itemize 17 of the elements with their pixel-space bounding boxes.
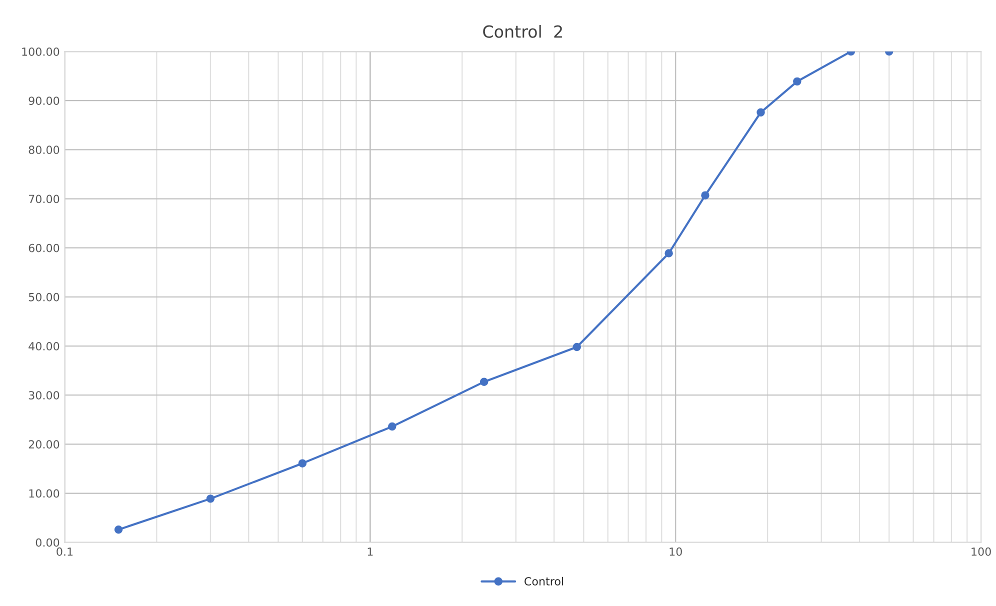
y-tick-label: 60.00	[28, 244, 60, 252]
x-tick-label: 100	[972, 547, 991, 556]
y-tick-label: 90.00	[28, 96, 60, 105]
y-tick-label: 10.00	[29, 489, 60, 498]
chart-title: Control 2	[483, 24, 562, 38]
y-tick-label: 70.00	[28, 194, 60, 204]
x-tick-label: 10	[670, 547, 682, 556]
y-tick-label: 100.00	[22, 47, 60, 56]
y-tick-label: 80.00	[28, 146, 60, 154]
y-tick-label: 50.00	[28, 292, 60, 302]
x-tick-label: 1	[368, 548, 373, 556]
y-tick-label: 0.00	[36, 538, 60, 547]
x-tick-label: 0.1	[56, 547, 73, 556]
y-tick-label: 30.00	[28, 391, 60, 400]
y-tick-label: 20.00	[28, 440, 60, 449]
y-tick-label: 40.00	[28, 342, 60, 350]
legend-label: Control	[524, 576, 564, 586]
